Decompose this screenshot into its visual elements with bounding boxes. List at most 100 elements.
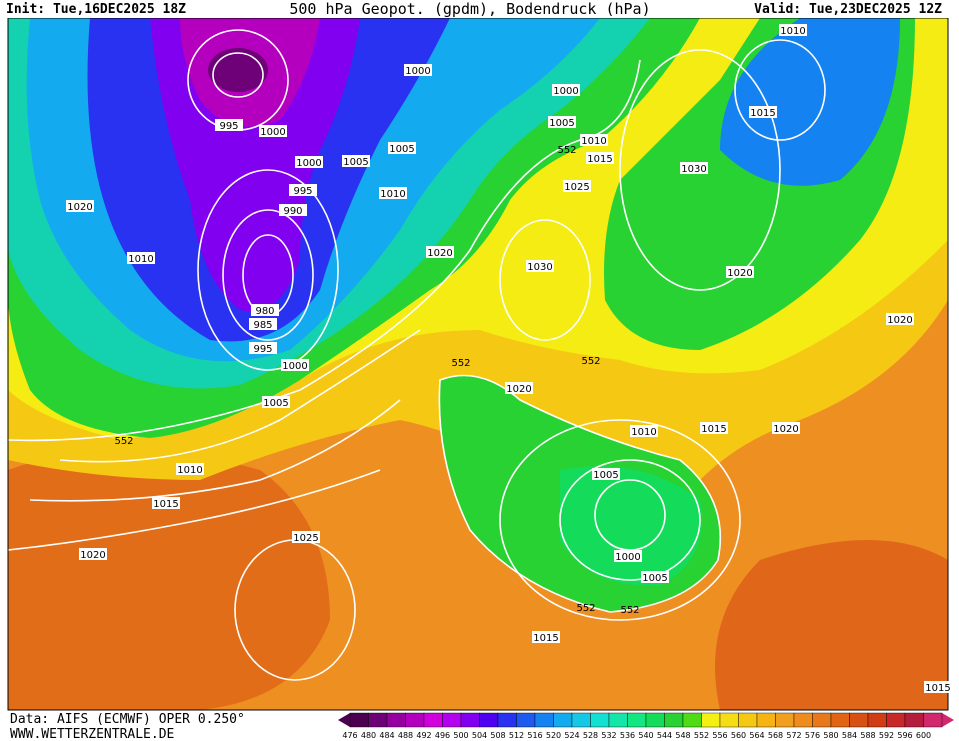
warm-area	[8, 450, 330, 710]
scale-swatch	[405, 712, 425, 728]
contour-labels: 995 1000 1000 1000 1005 1010 1015 1005 1005 1000 9…	[66, 24, 952, 694]
cutoff-low-core	[560, 466, 702, 586]
isobar-label: 1000	[405, 66, 430, 77]
isobar-label-box	[924, 681, 952, 693]
valid-time: Valid: Tue,23DEC2025 12Z	[754, 2, 942, 17]
scale-label: 524	[564, 731, 579, 740]
isobar-label: 1020	[773, 424, 798, 435]
map-title: 500 hPa Geopot. (gpdm), Bodendruck (hPa)	[289, 0, 650, 18]
isobar-label: 1000	[615, 552, 640, 563]
isobar-label: 1030	[681, 164, 706, 175]
scale-label: 572	[786, 731, 801, 740]
height-label: 552	[451, 358, 470, 369]
scale-label: 556	[712, 731, 727, 740]
scale-label: 496	[435, 731, 450, 740]
isobar-label: 985	[253, 320, 272, 331]
isobar-label: 1015	[925, 683, 950, 694]
scale-swatch	[553, 712, 573, 728]
isobar	[29, 399, 401, 502]
isobar-label-box	[772, 422, 800, 434]
isobar-label-box	[388, 142, 416, 154]
scale-swatch	[479, 712, 499, 728]
isobar	[499, 219, 591, 341]
height-label: 552	[576, 603, 595, 614]
scale-swatch	[534, 712, 554, 728]
isobar-label-box	[726, 266, 754, 278]
scale-label: 520	[546, 731, 561, 740]
isobar	[734, 39, 826, 141]
isobar-label: 1030	[527, 262, 552, 273]
isobar-label-box	[379, 187, 407, 199]
isobar-label: 1005	[263, 398, 288, 409]
scale-label: 500	[453, 731, 468, 740]
scale-label: 552	[694, 731, 709, 740]
isobar-label: 1010	[780, 26, 805, 37]
isobar-label-box	[127, 252, 155, 264]
scale-label: 528	[583, 731, 598, 740]
isobar-label: 1015	[587, 154, 612, 165]
isobar-label-box	[259, 125, 287, 137]
isobar-label-box	[215, 119, 243, 131]
scale-swatch	[368, 712, 388, 728]
scale-arrow	[338, 713, 350, 727]
scale-swatch	[793, 712, 813, 728]
scale-swatch	[497, 712, 517, 728]
scale-label: 492	[416, 731, 431, 740]
scale-label: 512	[509, 731, 524, 740]
isobar-label: 1020	[80, 550, 105, 561]
isobar-label: 1005	[593, 470, 618, 481]
scale-swatch	[386, 712, 406, 728]
isobar-label-box	[249, 318, 277, 330]
isobar	[499, 419, 741, 621]
isobar-label-box	[249, 342, 277, 354]
isobar-label: 1000	[553, 86, 578, 97]
scale-label: 548	[675, 731, 690, 740]
scale-swatch	[830, 712, 850, 728]
isobar-label-box	[281, 359, 309, 371]
isobar-label-box	[66, 200, 94, 212]
isobar-label: 1005	[549, 118, 574, 129]
isobar-label-box	[580, 134, 608, 146]
scale-swatch	[590, 712, 610, 728]
scale-swatch	[682, 712, 702, 728]
isobar-label: 1000	[282, 361, 307, 372]
isobar-label: 995	[253, 344, 272, 355]
isobar-label: 1020	[67, 202, 92, 213]
scale-swatch	[904, 712, 924, 728]
isobar-label-box	[700, 422, 728, 434]
scale-swatch	[664, 712, 684, 728]
isobar-label: 1010	[128, 254, 153, 265]
isobar-label-box	[404, 64, 432, 76]
isobar-label: 1010	[631, 427, 656, 438]
isobar-label: 1005	[389, 144, 414, 155]
height-label: 552	[557, 145, 576, 156]
init-time: Init: Tue,16DEC2025 18Z	[6, 2, 186, 17]
isobar-label-box	[251, 304, 279, 316]
isobar-label: 1020	[427, 248, 452, 259]
scale-label: 536	[620, 731, 635, 740]
isobar	[197, 169, 339, 371]
isobar-label: 995	[219, 121, 238, 132]
scale-label: 592	[879, 731, 894, 740]
isobar-label: 1020	[727, 268, 752, 279]
scale-label: 544	[657, 731, 672, 740]
scale-label: 564	[749, 731, 764, 740]
scale-swatch	[867, 712, 887, 728]
scale-swatch	[627, 712, 647, 728]
isobar	[59, 329, 421, 463]
isobar-label-box	[680, 162, 708, 174]
scale-label: 516	[527, 731, 542, 740]
cold-area	[720, 18, 900, 186]
isobar-label-box	[749, 106, 777, 118]
isobar	[212, 52, 264, 98]
isobar-label-box	[526, 260, 554, 272]
isobar-label: 1020	[506, 384, 531, 395]
scale-swatch	[608, 712, 628, 728]
isobar-label: 980	[255, 306, 274, 317]
isobar-label: 1000	[296, 158, 321, 169]
isobar-label-box	[552, 84, 580, 96]
isobar-label: 990	[283, 206, 302, 217]
scale-label: 588	[860, 731, 875, 740]
scale-label: 532	[601, 731, 616, 740]
scale-swatch	[645, 712, 665, 728]
